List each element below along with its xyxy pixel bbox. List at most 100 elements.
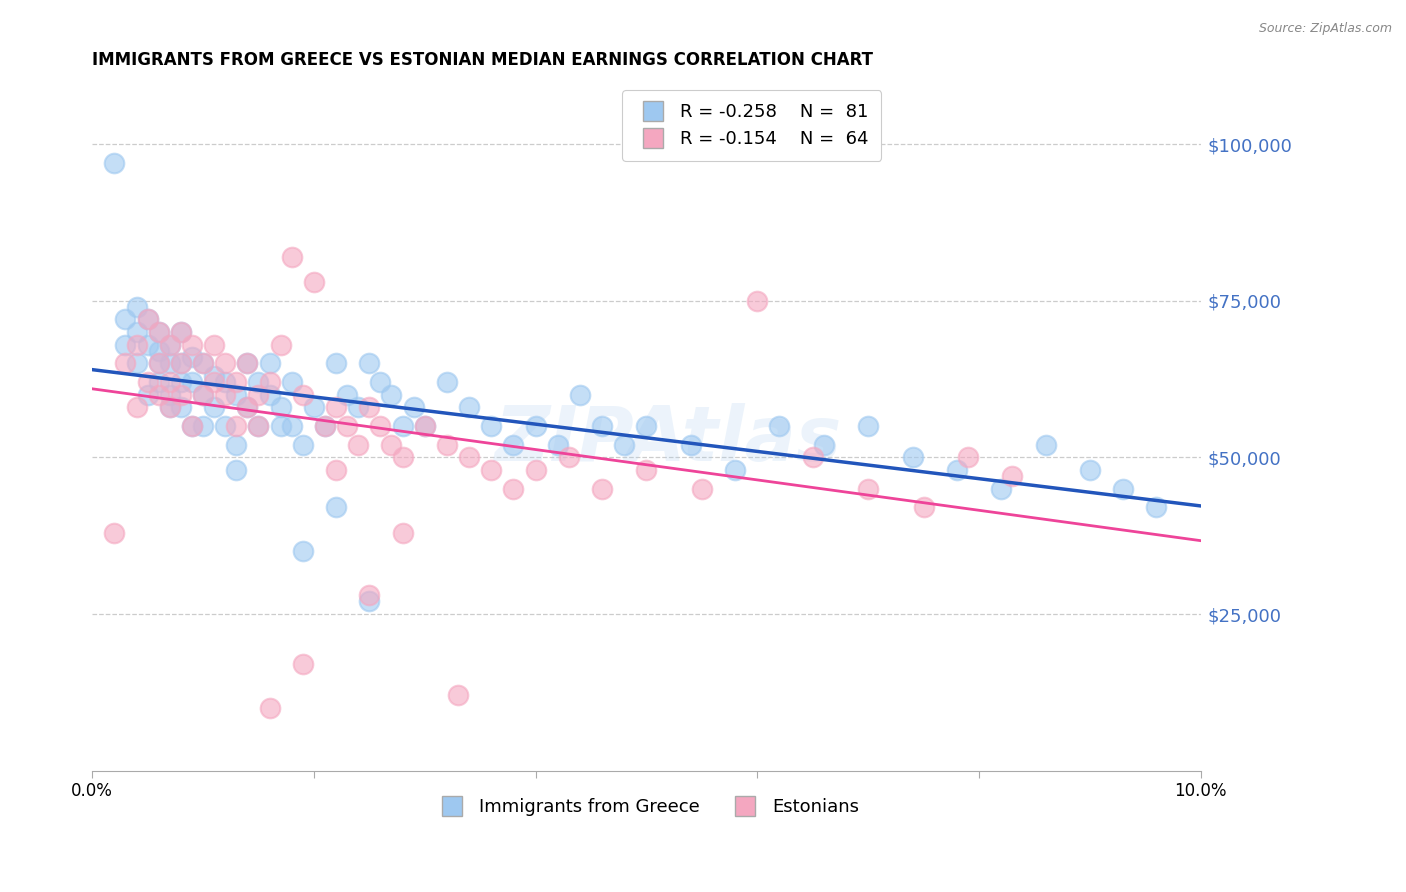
Point: [170, 401, 193, 415]
Point: [690, 482, 713, 496]
Point: [591, 419, 613, 434]
Point: [159, 356, 181, 370]
Point: [347, 401, 370, 415]
Point: [270, 401, 292, 415]
Point: [125, 401, 148, 415]
Point: [990, 482, 1012, 496]
Point: [402, 401, 425, 415]
Point: [170, 356, 193, 370]
Point: [1001, 469, 1024, 483]
Point: [280, 375, 302, 389]
Point: [159, 387, 181, 401]
Point: [613, 438, 636, 452]
Point: [413, 419, 436, 434]
Point: [125, 356, 148, 370]
Point: [236, 401, 259, 415]
Point: [202, 368, 225, 383]
Point: [901, 450, 924, 465]
Point: [170, 325, 193, 339]
Point: [956, 450, 979, 465]
Point: [946, 463, 969, 477]
Point: [359, 594, 381, 608]
Point: [259, 356, 281, 370]
Point: [447, 689, 470, 703]
Point: [325, 463, 347, 477]
Point: [214, 387, 236, 401]
Point: [159, 401, 181, 415]
Point: [225, 438, 247, 452]
Point: [636, 463, 658, 477]
Point: [214, 419, 236, 434]
Point: [801, 450, 824, 465]
Point: [214, 375, 236, 389]
Point: [181, 350, 204, 364]
Point: [1078, 463, 1101, 477]
Point: [125, 325, 148, 339]
Point: [202, 337, 225, 351]
Point: [524, 419, 547, 434]
Point: [679, 438, 702, 452]
Point: [359, 356, 381, 370]
Point: [247, 387, 270, 401]
Point: [380, 387, 402, 401]
Point: [479, 419, 502, 434]
Point: [436, 438, 458, 452]
Point: [558, 450, 581, 465]
Point: [270, 337, 292, 351]
Point: [148, 356, 170, 370]
Point: [103, 525, 125, 540]
Legend: Immigrants from Greece, Estonians: Immigrants from Greece, Estonians: [426, 791, 866, 823]
Point: [148, 325, 170, 339]
Point: [259, 375, 281, 389]
Text: ZIPAtlas: ZIPAtlas: [495, 403, 842, 477]
Point: [159, 401, 181, 415]
Point: [114, 337, 136, 351]
Point: [170, 356, 193, 370]
Point: [591, 482, 613, 496]
Point: [1144, 500, 1167, 515]
Point: [359, 588, 381, 602]
Point: [125, 300, 148, 314]
Point: [547, 438, 569, 452]
Point: [103, 156, 125, 170]
Point: [391, 525, 413, 540]
Point: [225, 419, 247, 434]
Point: [159, 375, 181, 389]
Point: [136, 387, 159, 401]
Point: [170, 387, 193, 401]
Point: [768, 419, 790, 434]
Point: [370, 419, 392, 434]
Point: [159, 337, 181, 351]
Point: [181, 375, 204, 389]
Text: Source: ZipAtlas.com: Source: ZipAtlas.com: [1258, 22, 1392, 36]
Point: [181, 419, 204, 434]
Point: [747, 293, 769, 308]
Point: [370, 375, 392, 389]
Point: [291, 387, 314, 401]
Point: [380, 438, 402, 452]
Point: [336, 419, 359, 434]
Point: [325, 356, 347, 370]
Point: [391, 450, 413, 465]
Point: [524, 463, 547, 477]
Point: [479, 463, 502, 477]
Point: [191, 356, 214, 370]
Point: [148, 343, 170, 358]
Point: [136, 375, 159, 389]
Point: [159, 337, 181, 351]
Point: [325, 500, 347, 515]
Point: [325, 401, 347, 415]
Point: [502, 438, 524, 452]
Point: [214, 356, 236, 370]
Point: [391, 419, 413, 434]
Point: [191, 356, 214, 370]
Point: [191, 419, 214, 434]
Point: [458, 450, 481, 465]
Point: [247, 375, 270, 389]
Point: [225, 463, 247, 477]
Point: [148, 325, 170, 339]
Point: [291, 657, 314, 672]
Point: [280, 419, 302, 434]
Point: [502, 482, 524, 496]
Point: [114, 356, 136, 370]
